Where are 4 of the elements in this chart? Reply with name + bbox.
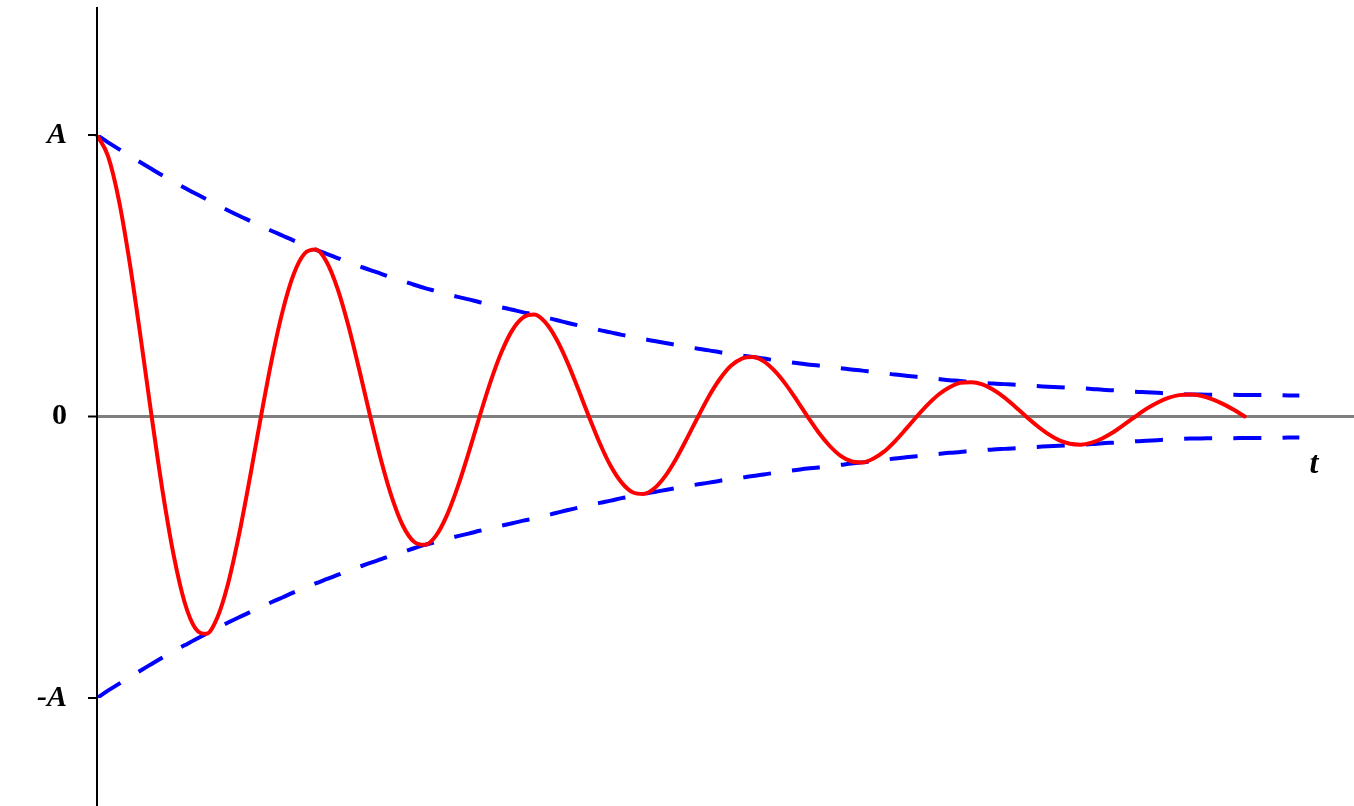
text: 0	[52, 397, 67, 431]
text: -A	[37, 678, 67, 712]
x-axis-title: t	[1309, 443, 1320, 480]
text: A	[44, 115, 67, 149]
